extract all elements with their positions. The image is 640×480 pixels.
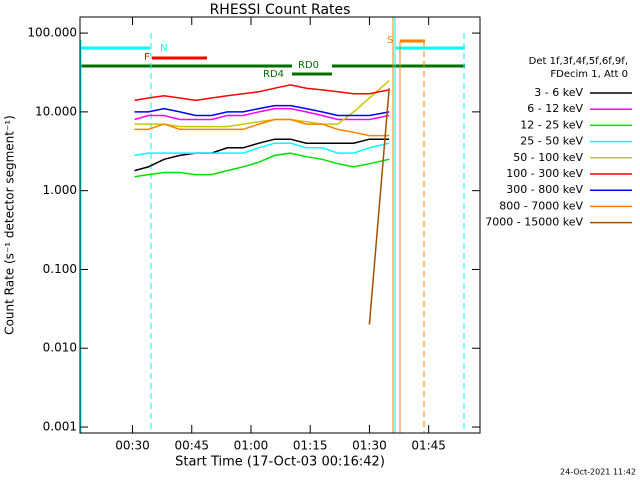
- legend-label: 6 - 12 keV: [527, 102, 583, 115]
- chart-title: RHESSI Count Rates: [210, 2, 351, 18]
- flags: N F S RD0 RD4: [80, 17, 465, 433]
- y-tick-label: 1.000: [43, 183, 77, 197]
- x-tick-label: 01:00: [234, 439, 269, 453]
- x-tick-label: 00:30: [115, 439, 150, 453]
- series-line: [134, 118, 390, 137]
- series-line: [134, 138, 390, 172]
- y-tick-label: 10.000: [35, 104, 77, 118]
- series-line: [134, 142, 390, 157]
- series-line: [134, 104, 390, 117]
- x-axis-label: Start Time (17-Oct-03 00:16:42): [175, 455, 385, 470]
- legend-label: 3 - 6 keV: [534, 86, 583, 99]
- y-axis-label: Count Rate (s⁻¹ detector segment⁻¹): [3, 115, 17, 335]
- x-tick-label: 01:30: [352, 439, 387, 453]
- y-tick-label: 0.010: [43, 341, 77, 355]
- y-tick-label: 100.000: [27, 26, 77, 40]
- legend-label: 100 - 300 keV: [506, 167, 583, 180]
- flag-label: RD4: [263, 69, 284, 80]
- plot-frame: [79, 16, 481, 434]
- legend-label: 25 - 50 keV: [520, 135, 583, 148]
- flag-label: N: [160, 43, 167, 54]
- series-line: [368, 88, 390, 325]
- footer-date: 24-Oct-2021 11:42: [560, 468, 636, 477]
- flag-label: RD0: [298, 60, 319, 71]
- flag-label: F: [144, 52, 150, 63]
- legend-header: Det 1f,3f,4f,5f,6f,9f,: [529, 56, 628, 67]
- x-tick-label: 01:15: [293, 439, 328, 453]
- legend-label: 12 - 25 keV: [520, 118, 583, 131]
- legend-label: 800 - 7000 keV: [499, 199, 583, 212]
- y-tick-label: 0.001: [43, 420, 77, 434]
- legend-label: 50 - 100 keV: [513, 151, 583, 164]
- series-line: [134, 152, 390, 178]
- legend-label: 7000 - 15000 keV: [485, 216, 583, 229]
- legend-header: FDecim 1, Att 0: [550, 69, 628, 80]
- x-tick-label: 00:45: [174, 439, 209, 453]
- series-line: [134, 84, 390, 102]
- series-line: [134, 79, 390, 128]
- legend-label: 300 - 800 keV: [506, 183, 583, 196]
- flag-label: S: [387, 35, 393, 46]
- y-tick-label: 0.100: [43, 262, 77, 276]
- x-tick-label: 01:45: [411, 439, 446, 453]
